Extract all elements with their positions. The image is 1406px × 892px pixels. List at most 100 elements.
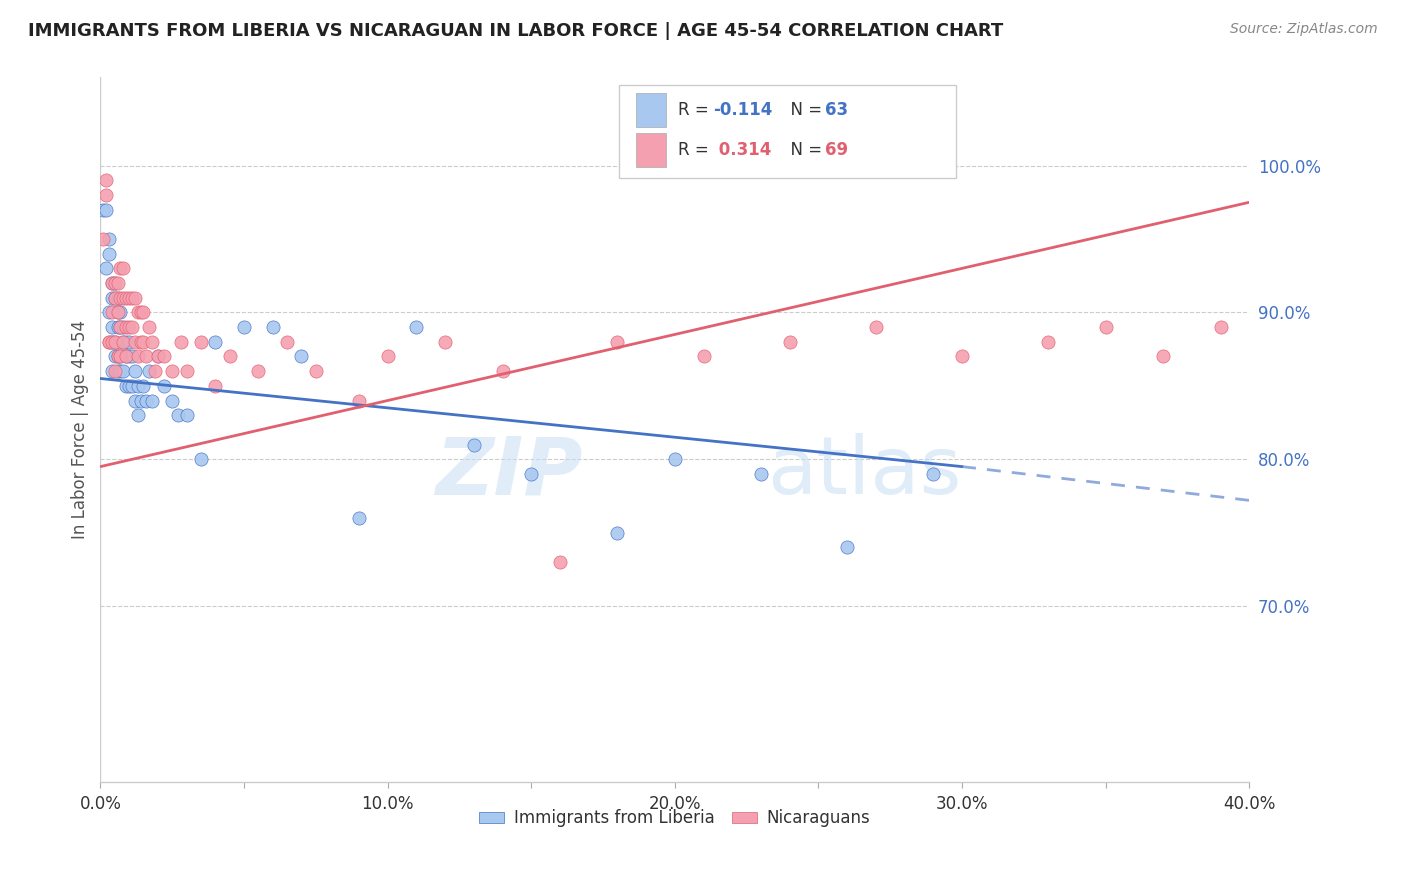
Point	[101, 334, 124, 349]
Point	[127, 305, 149, 319]
Point	[118, 379, 141, 393]
Point	[110, 364, 132, 378]
Point	[104, 350, 127, 364]
Point	[127, 350, 149, 364]
Point	[176, 408, 198, 422]
Point	[110, 261, 132, 276]
Point	[112, 334, 135, 349]
Text: atlas: atlas	[766, 434, 962, 511]
Point	[143, 364, 166, 378]
Point	[1152, 350, 1174, 364]
Text: 63: 63	[825, 101, 848, 119]
Text: N =: N =	[780, 141, 828, 159]
Point	[1038, 334, 1060, 349]
Point	[98, 305, 121, 319]
Point	[110, 291, 132, 305]
Point	[110, 350, 132, 364]
Point	[94, 202, 117, 217]
Point	[104, 276, 127, 290]
Y-axis label: In Labor Force | Age 45-54: In Labor Force | Age 45-54	[72, 320, 89, 540]
Point	[138, 320, 160, 334]
Point	[107, 320, 129, 334]
Point	[101, 364, 124, 378]
Point	[837, 541, 859, 555]
Point	[101, 276, 124, 290]
Point	[262, 320, 284, 334]
Point	[124, 334, 146, 349]
Point	[1094, 320, 1116, 334]
Text: ZIP: ZIP	[436, 434, 583, 511]
Point	[104, 334, 127, 349]
Point	[160, 364, 183, 378]
Point	[115, 350, 138, 364]
Point	[132, 305, 155, 319]
Point	[405, 320, 427, 334]
Point	[129, 305, 152, 319]
Point	[112, 320, 135, 334]
Point	[127, 379, 149, 393]
Point	[112, 364, 135, 378]
Point	[127, 408, 149, 422]
Point	[104, 291, 127, 305]
Point	[118, 334, 141, 349]
Point	[132, 334, 155, 349]
Point	[276, 334, 298, 349]
Point	[204, 379, 226, 393]
Point	[129, 393, 152, 408]
Point	[121, 320, 143, 334]
Point	[152, 350, 174, 364]
Point	[124, 393, 146, 408]
Point	[692, 350, 714, 364]
Point	[749, 467, 772, 481]
Point	[170, 334, 193, 349]
Point	[91, 202, 114, 217]
Text: Source: ZipAtlas.com: Source: ZipAtlas.com	[1230, 22, 1378, 37]
Text: 0.314: 0.314	[713, 141, 772, 159]
Point	[107, 276, 129, 290]
Point	[115, 291, 138, 305]
Point	[190, 452, 212, 467]
Point	[101, 276, 124, 290]
Point	[377, 350, 399, 364]
Point	[101, 305, 124, 319]
Point	[98, 334, 121, 349]
Point	[107, 305, 129, 319]
Point	[347, 511, 370, 525]
Point	[98, 232, 121, 246]
Point	[110, 320, 132, 334]
Text: IMMIGRANTS FROM LIBERIA VS NICARAGUAN IN LABOR FORCE | AGE 45-54 CORRELATION CHA: IMMIGRANTS FROM LIBERIA VS NICARAGUAN IN…	[28, 22, 1004, 40]
Point	[115, 320, 138, 334]
Point	[118, 320, 141, 334]
Point	[347, 393, 370, 408]
Point	[146, 350, 169, 364]
Point	[135, 350, 157, 364]
Point	[124, 364, 146, 378]
Point	[115, 334, 138, 349]
Point	[865, 320, 887, 334]
Point	[664, 452, 686, 467]
Point	[950, 350, 973, 364]
Point	[104, 334, 127, 349]
Point	[434, 334, 457, 349]
Point	[167, 408, 190, 422]
Point	[606, 525, 628, 540]
Point	[110, 305, 132, 319]
Text: -0.114: -0.114	[713, 101, 772, 119]
Point	[1209, 320, 1232, 334]
Point	[98, 246, 121, 260]
Text: N =: N =	[780, 101, 828, 119]
Point	[104, 364, 127, 378]
Text: R =: R =	[678, 141, 714, 159]
Point	[94, 261, 117, 276]
Point	[101, 334, 124, 349]
Point	[204, 334, 226, 349]
Point	[101, 320, 124, 334]
Point	[218, 350, 240, 364]
Point	[101, 291, 124, 305]
Point	[107, 305, 129, 319]
Point	[121, 350, 143, 364]
Point	[176, 364, 198, 378]
Point	[141, 393, 163, 408]
Point	[305, 364, 328, 378]
Point	[94, 173, 117, 187]
